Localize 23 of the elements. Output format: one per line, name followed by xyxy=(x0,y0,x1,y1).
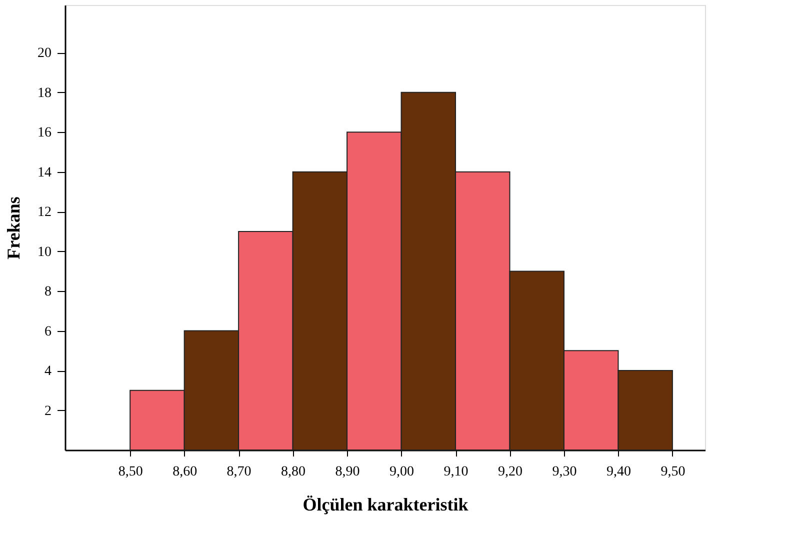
x-tick-label: 8,60 xyxy=(172,464,198,480)
x-axis-title: Ölçülen karakteristik xyxy=(302,494,468,514)
y-tick-label: 2 xyxy=(44,404,52,419)
y-tick-label: 12 xyxy=(38,205,52,220)
y-tick-label: 14 xyxy=(38,165,52,180)
x-tick-label: 9,50 xyxy=(660,464,686,480)
x-tick-label: 9,30 xyxy=(552,464,577,480)
x-tick-label: 8,50 xyxy=(118,464,143,480)
y-tick-label: 4 xyxy=(44,364,52,380)
x-tick-label: 9,10 xyxy=(444,464,468,480)
y-tick-label: 16 xyxy=(38,126,52,141)
x-tick-label: 8,90 xyxy=(335,464,360,480)
x-tick-label: 8,70 xyxy=(226,464,252,480)
y-tick-label: 18 xyxy=(38,86,52,101)
y-tick-label: 8 xyxy=(44,284,52,300)
y-tick-label: 20 xyxy=(38,46,52,62)
y-tick-label: 10 xyxy=(38,244,52,260)
y-tick-label: 6 xyxy=(44,324,52,340)
x-tick-label: 9,20 xyxy=(498,464,522,480)
x-tick-label: 9,40 xyxy=(606,464,631,480)
x-tick-label: 9,00 xyxy=(390,464,414,480)
x-tick-label: 8,80 xyxy=(281,464,306,480)
y-axis-title: Frekans xyxy=(4,196,24,260)
